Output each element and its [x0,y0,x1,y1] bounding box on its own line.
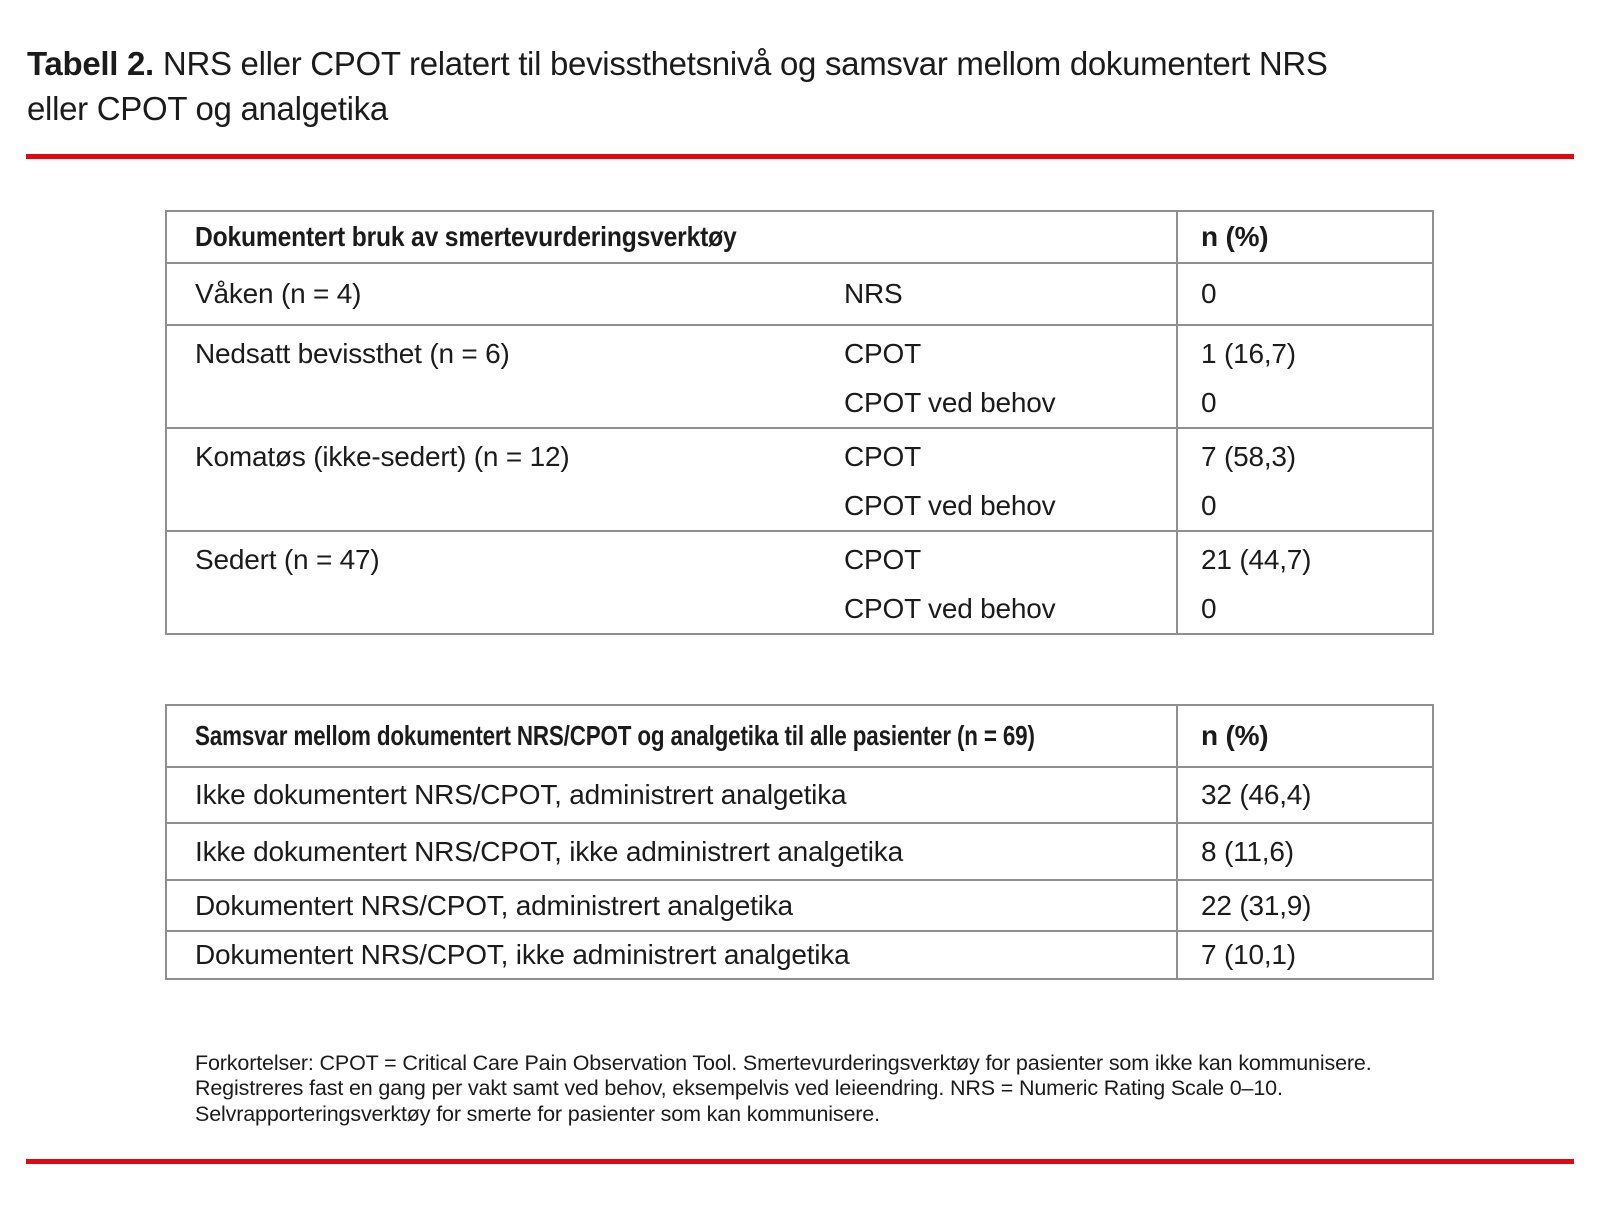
table1-header-row: Dokumentert bruk av smertevurderingsverk… [166,211,1433,263]
table2-header-row: Samsvar mellom dokumentert NRS/CPOT og a… [166,705,1433,767]
tool-name: CPOT ved behov [844,386,1056,418]
table2-header-n-cell: n (%) [1176,705,1433,767]
row-label: Dokumentert NRS/CPOT, administrert analg… [166,879,1177,931]
row-label: Våken (n = 4) [166,262,844,325]
top-divider-rule [26,154,1574,159]
table-row-vaken: Våken (n = 4) NRS 0 [166,262,1433,325]
tool-name: CPOT [844,440,921,472]
tool-name-cell: CPOT CPOT ved behov [844,427,1177,531]
table2-header-title-cell: Samsvar mellom dokumentert NRS/CPOT og a… [166,705,1177,767]
row-value: 0 [1176,262,1433,325]
row-value: 8 (11,6) [1176,822,1433,880]
concordance-table: Samsvar mellom dokumentert NRS/CPOT og a… [165,704,1434,980]
row-value: 0 [1201,386,1217,418]
row-value: 7 (10,1) [1176,930,1433,979]
row-value: 0 [1201,489,1217,521]
table-row: Dokumentert NRS/CPOT, ikke administrert … [166,930,1433,979]
table1-header-title-cell: Dokumentert bruk av smertevurderingsverk… [166,211,1177,263]
tool-name: NRS [844,262,1177,325]
pain-assessment-tool-table: Dokumentert bruk av smertevurderingsverk… [165,210,1434,635]
page-title: Tabell 2. NRS eller CPOT relatert til bev… [27,41,1583,131]
tool-name: CPOT ved behov [844,489,1056,521]
row-value: 1 (16,7) [1201,337,1296,369]
table2-header-title: Samsvar mellom dokumentert NRS/CPOT og a… [195,720,1035,751]
table-row: Dokumentert NRS/CPOT, administrert analg… [166,879,1433,931]
tool-name-cell: CPOT CPOT ved behov [844,324,1177,428]
table1-header-title: Dokumentert bruk av smertevurderingsverk… [195,221,737,252]
tool-name: CPOT ved behov [844,592,1056,624]
table-row-komatos: Komatøs (ikke-sedert) (n = 12) CPOT CPOT… [166,427,1433,531]
table1-header-n-cell: n (%) [1176,211,1433,263]
row-value: 0 [1201,592,1217,624]
row-label: Dokumentert NRS/CPOT, ikke administrert … [166,930,1177,979]
row-value: 7 (58,3) [1201,440,1296,472]
row-label-cell: Sedert (n = 47) [166,530,844,634]
row-label: Komatøs (ikke-sedert) (n = 12) [195,440,570,472]
table-row-nedsatt-bevissthet: Nedsatt bevissthet (n = 6) CPOT CPOT ved… [166,324,1433,428]
tool-name: CPOT [844,337,921,369]
table-row-sedert: Sedert (n = 47) CPOT CPOT ved behov 21 (… [166,530,1433,634]
row-value: 22 (31,9) [1176,879,1433,931]
tool-name: CPOT [844,543,921,575]
tool-name-cell: CPOT CPOT ved behov [844,530,1177,634]
row-label: Nedsatt bevissthet (n = 6) [195,337,510,369]
table-row: Ikke dokumentert NRS/CPOT, administrert … [166,766,1433,823]
row-value-cell: 7 (58,3) 0 [1176,427,1433,531]
footnote-abbreviations: Forkortelser: CPOT = Critical Care Pain … [195,1051,1372,1126]
row-label: Ikke dokumentert NRS/CPOT, ikke administ… [166,822,1177,880]
row-value: 32 (46,4) [1176,766,1433,823]
row-label-cell: Nedsatt bevissthet (n = 6) [166,324,844,428]
bottom-divider-rule [26,1159,1574,1164]
table-row: Ikke dokumentert NRS/CPOT, ikke administ… [166,822,1433,880]
row-label: Ikke dokumentert NRS/CPOT, administrert … [166,766,1177,823]
table-number-label: Tabell 2. [27,45,154,82]
row-value-cell: 1 (16,7) 0 [1176,324,1433,428]
row-label: Sedert (n = 47) [195,543,380,575]
row-label-cell: Komatøs (ikke-sedert) (n = 12) [166,427,844,531]
row-value: 21 (44,7) [1201,543,1312,575]
row-value-cell: 21 (44,7) 0 [1176,530,1433,634]
title-text: NRS eller CPOT relatert til bevissthetsn… [27,45,1328,127]
